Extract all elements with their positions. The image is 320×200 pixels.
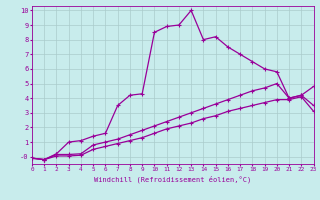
X-axis label: Windchill (Refroidissement éolien,°C): Windchill (Refroidissement éolien,°C) (94, 175, 252, 183)
